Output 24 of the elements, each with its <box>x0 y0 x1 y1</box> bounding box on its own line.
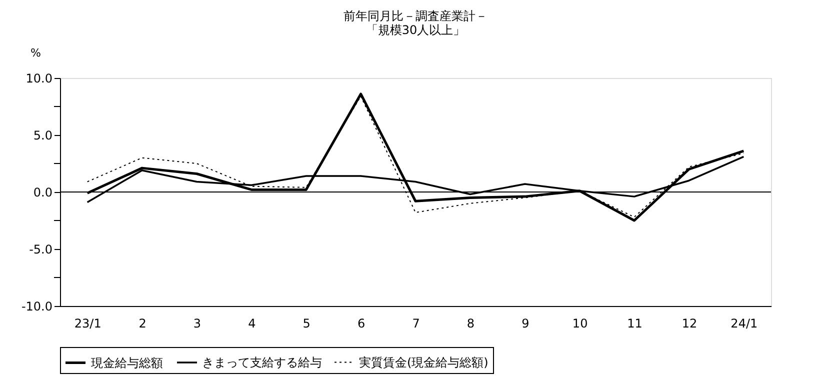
x-tick-label: 2 <box>138 316 146 330</box>
legend-label: 現金給与総額 <box>91 356 163 370</box>
x-tick-label: 3 <box>193 316 202 330</box>
x-tick-label: 23/1 <box>74 316 102 330</box>
text: 「規模30人以上」 <box>366 23 466 37</box>
y-tick-label: 5.0 <box>33 128 52 142</box>
y-tick-label: 0.0 <box>33 186 52 200</box>
text: 前年同月比－調査産業計－ <box>344 9 488 23</box>
y-tick-label: -10.0 <box>21 300 52 314</box>
legend-label: 実質賃金(現金給与総額) <box>359 355 488 370</box>
y-axis-title: % <box>30 46 41 60</box>
y-tick-label: 10.0 <box>26 72 52 86</box>
x-tick-label: 9 <box>522 316 530 330</box>
x-tick-label: 5 <box>302 316 310 330</box>
x-tick-label: 7 <box>412 316 420 330</box>
y-tick-label: -5.0 <box>29 242 52 256</box>
x-tick-label: 10 <box>572 316 588 330</box>
x-tick-label: 12 <box>682 316 698 330</box>
x-tick-label: 6 <box>357 316 366 330</box>
x-tick-label: 11 <box>627 316 642 330</box>
x-tick-label: 8 <box>466 316 475 330</box>
legend-label: きまって支給する給与 <box>202 356 322 370</box>
x-tick-label: 4 <box>248 316 256 330</box>
x-tick-label: 24/1 <box>730 316 758 330</box>
